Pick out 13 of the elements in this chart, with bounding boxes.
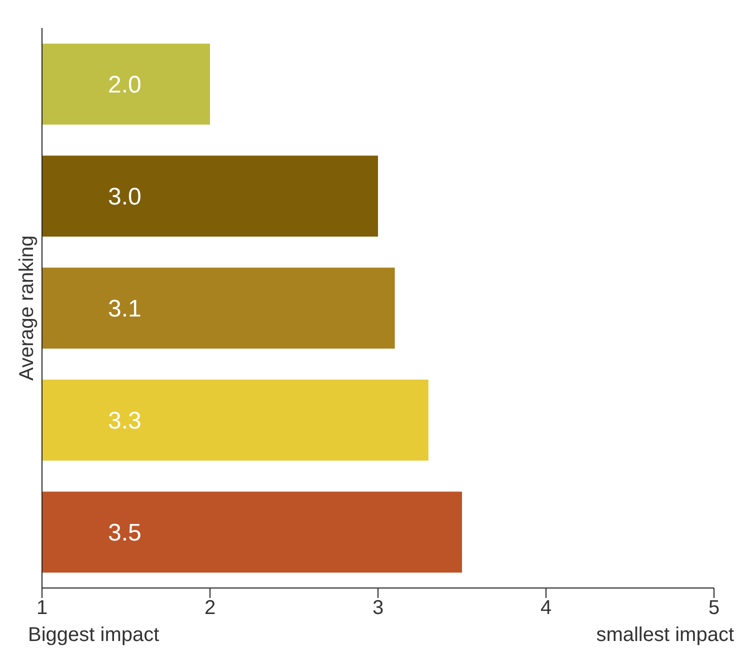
x-tick-label: 4 xyxy=(540,597,552,620)
text: Biggest impact xyxy=(28,624,160,647)
data-label: 3.5 xyxy=(108,520,142,547)
data-label: 3.0 xyxy=(108,184,142,211)
text: smallest impact xyxy=(596,624,734,647)
data-label: 2.0 xyxy=(108,72,142,99)
x-tick-label: 3 xyxy=(372,597,384,620)
y-axis-title: Average ranking xyxy=(16,235,38,381)
data-label: 3.3 xyxy=(108,408,142,435)
data-label: 3.1 xyxy=(108,296,142,323)
x-tick-label: 5 xyxy=(708,597,720,620)
x-tick-label: 1 xyxy=(36,597,48,620)
x-tick-label: 2 xyxy=(204,597,216,620)
